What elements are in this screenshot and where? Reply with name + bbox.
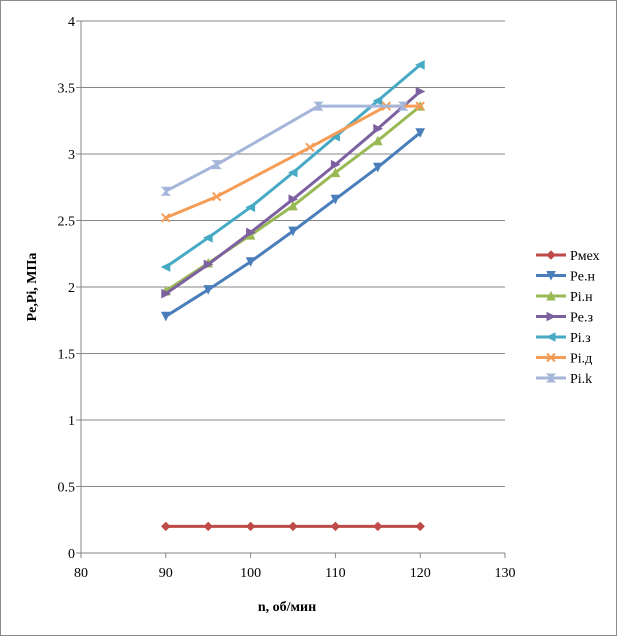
series-line	[164, 63, 422, 269]
y-tick-label: 3	[68, 148, 75, 163]
legend-label: Pмех	[570, 249, 600, 264]
series-line	[165, 131, 422, 318]
series-1	[161, 521, 425, 532]
legend-entry: Pi.д	[536, 352, 592, 367]
legend-label: Pi.з	[570, 331, 591, 346]
legend: Pмех Pe.н Pi.н Pe.з Pi.з Pi.д Pi.k	[536, 249, 600, 387]
y-tick-label: 2	[68, 281, 75, 296]
data-point	[161, 521, 171, 532]
x-tick-label: 120	[410, 566, 431, 581]
data-point	[313, 101, 324, 111]
data-point	[305, 142, 315, 153]
data-point	[330, 159, 341, 170]
data-point	[161, 213, 171, 223]
series-7	[160, 101, 409, 196]
data-point	[373, 123, 383, 134]
data-point	[415, 101, 425, 111]
series-5	[160, 60, 425, 272]
data-point	[203, 232, 213, 243]
legend-swatch-marker	[546, 311, 557, 322]
data-point	[160, 262, 171, 272]
data-point	[372, 95, 383, 106]
data-point	[330, 521, 341, 532]
data-point	[211, 191, 222, 202]
legend-label: Pi.д	[570, 352, 592, 367]
data-point	[246, 227, 256, 238]
series-2	[160, 128, 426, 322]
data-point	[203, 521, 213, 532]
y-tick-label: 0.5	[58, 481, 76, 496]
x-tick-label: 80	[74, 566, 88, 581]
legend-entry: Pi.з	[536, 331, 591, 346]
y-tick-label: 1.5	[58, 348, 76, 363]
legend-label: Pe.н	[570, 270, 596, 285]
x-axis-title: n, об/мин	[258, 600, 316, 615]
legend-entry: Pe.н	[536, 270, 596, 285]
legend-entry: Pi.k	[536, 372, 592, 387]
legend-label: Pe.з	[570, 311, 594, 326]
y-tick-label: 1	[68, 414, 75, 429]
x-tick-label: 130	[495, 566, 516, 581]
data-point	[415, 521, 425, 532]
y-tick-label: 3.5	[58, 82, 76, 97]
data-point	[288, 194, 299, 205]
series-line	[165, 104, 404, 193]
grid-lines	[81, 20, 505, 487]
legend-swatch-marker	[545, 373, 557, 383]
data-point	[373, 521, 383, 532]
y-axis-title: Pe,Pi, МПа	[25, 253, 40, 322]
y-tick-label: 0	[68, 547, 75, 562]
data-point	[203, 259, 214, 270]
data-point	[160, 311, 171, 322]
data-point	[330, 194, 341, 205]
data-point	[161, 288, 171, 299]
legend-swatch-marker	[546, 352, 556, 363]
legend-swatch-marker	[546, 250, 556, 260]
y-tick-label: 4	[68, 15, 75, 30]
data-point	[372, 135, 383, 146]
legend-entry: Pмех	[536, 249, 600, 264]
x-tick-label: 100	[240, 566, 261, 581]
data-point	[372, 162, 383, 173]
x-tick-label: 90	[159, 566, 173, 581]
legend-entry: Pi.н	[536, 290, 593, 305]
data-point	[245, 257, 256, 267]
data-point	[415, 86, 426, 97]
data-point	[160, 186, 172, 196]
data-point	[288, 226, 298, 237]
legend-label: Pi.н	[570, 290, 593, 305]
legend-entry: Pe.з	[536, 311, 594, 326]
data-point	[203, 285, 214, 295]
data-point	[245, 202, 256, 213]
data-point	[245, 521, 256, 532]
legend-swatch-marker	[546, 271, 556, 281]
data-point	[398, 101, 409, 111]
legend-swatch-marker	[546, 290, 556, 301]
axes: 0 0.5 1 1.5 2 2.5 3 3.5 4 80 90 100 110 120 130	[58, 15, 516, 581]
series-layer	[160, 60, 426, 532]
data-point	[211, 160, 222, 170]
data-point	[415, 60, 425, 70]
series-4	[161, 86, 426, 299]
legend-swatch-marker	[545, 332, 556, 342]
data-point	[330, 167, 341, 178]
data-point	[288, 521, 298, 532]
x-tick-label: 110	[325, 566, 345, 581]
data-point	[287, 167, 298, 178]
y-tick-label: 2.5	[58, 215, 76, 230]
legend-label: Pi.k	[570, 372, 592, 387]
data-point	[288, 200, 298, 211]
data-point	[415, 128, 426, 138]
